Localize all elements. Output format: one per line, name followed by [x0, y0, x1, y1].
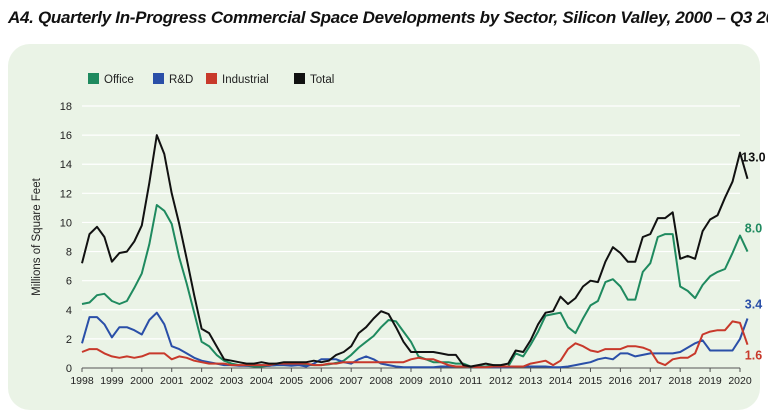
y-tick-label: 4	[66, 305, 72, 317]
legend-label: Industrial	[222, 74, 269, 86]
legend-label: Total	[310, 74, 334, 86]
y-tick-label: 2	[66, 334, 72, 346]
x-tick-label: 1998	[70, 375, 94, 387]
x-tick-label: 2008	[369, 375, 393, 387]
legend-swatch	[153, 73, 164, 84]
x-tick-label: 1999	[100, 375, 124, 387]
x-tick-label: 2002	[190, 375, 214, 387]
end-value-label: 3.4	[745, 297, 762, 311]
x-tick-label: 2019	[698, 375, 722, 387]
x-tick-label: 2020	[728, 375, 752, 387]
series-line-office	[81, 204, 749, 368]
x-tick-label: 2003	[220, 375, 244, 387]
x-tick-label: 2010	[429, 375, 453, 387]
y-tick-label: 16	[60, 130, 72, 142]
end-value-label: 13.0	[741, 150, 765, 164]
legend-swatch	[294, 73, 305, 84]
y-tick-label: 8	[66, 247, 72, 259]
y-tick-label: 6	[66, 276, 72, 288]
series-line-total	[81, 134, 749, 368]
y-tick-label: 14	[60, 159, 72, 171]
x-tick-label: 2015	[579, 375, 603, 387]
y-tick-label: 0	[66, 363, 72, 375]
y-tick-label: 18	[60, 101, 72, 113]
end-value-label: 1.6	[745, 348, 762, 362]
y-tick-label: 10	[60, 217, 72, 229]
x-tick-label: 2009	[399, 375, 423, 387]
x-tick-label: 2011	[460, 375, 483, 387]
y-axis-title: Millions of Square Feet	[31, 177, 43, 295]
chart-panel	[8, 44, 760, 410]
x-tick-label: 2001	[160, 375, 184, 387]
x-tick-label: 2000	[130, 375, 154, 387]
legend-label: Office	[104, 74, 134, 86]
series-line-industrial	[81, 320, 749, 369]
legend-swatch	[88, 73, 99, 84]
x-tick-label: 2016	[609, 375, 633, 387]
x-tick-label: 2018	[669, 375, 693, 387]
end-value-label: 8.0	[745, 222, 762, 236]
x-tick-label: 2005	[280, 375, 304, 387]
chart-title: A4. Quarterly In-Progress Commercial Spa…	[8, 8, 768, 27]
x-tick-label: 2013	[519, 375, 543, 387]
x-tick-label: 2006	[310, 375, 334, 387]
series-line-rd	[81, 311, 749, 369]
x-tick-label: 2007	[340, 375, 364, 387]
x-tick-label: 2004	[250, 375, 274, 387]
x-tick-label: 2017	[639, 375, 663, 387]
y-tick-label: 12	[60, 188, 72, 200]
x-tick-label: 2014	[549, 375, 573, 387]
legend-label: R&D	[169, 74, 193, 86]
x-tick-label: 2012	[489, 375, 513, 387]
legend-swatch	[206, 73, 217, 84]
